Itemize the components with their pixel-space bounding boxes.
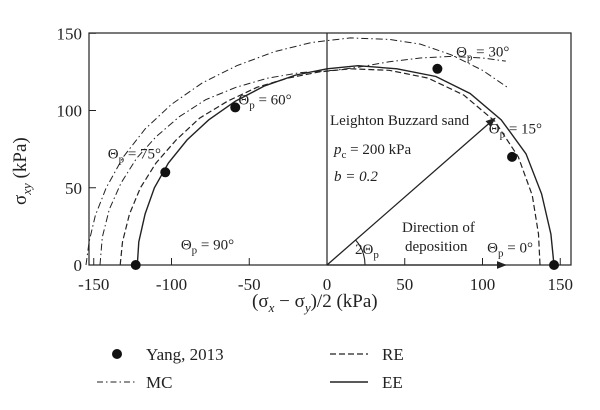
- y-tick-label: 100: [57, 102, 83, 121]
- series-line-mc: [99, 55, 506, 266]
- annotation-theta-90: Θp = 90°: [181, 238, 234, 257]
- legend-label-ee: EE: [382, 373, 403, 392]
- annotation-theta-15: Θp = 15°: [489, 122, 542, 141]
- y-tick-label: 150: [57, 24, 83, 43]
- annotation-theta-30: Θp = 30°: [456, 44, 509, 63]
- series-line-ee: [136, 64, 555, 266]
- y-tick-label: 50: [65, 179, 82, 198]
- legend-label-mc: MC: [146, 373, 172, 392]
- x-tick-label: -50: [238, 275, 261, 294]
- legend-marker-yang: [112, 349, 122, 359]
- curves-group: [85, 37, 555, 266]
- series-line-mc-outer: [85, 37, 508, 266]
- x-tick-label: 150: [548, 275, 574, 294]
- annotation-deposition-2: deposition: [405, 239, 468, 255]
- data-point-4: [507, 151, 518, 162]
- y-axis-label: σxy (kPa): [10, 137, 34, 205]
- series-line-re: [119, 68, 541, 266]
- y-tick-label: 0: [74, 256, 83, 275]
- x-tick-label: 0: [323, 275, 332, 294]
- x-tick-label: -100: [156, 275, 187, 294]
- annotation-theta-75: Θp = 75°: [108, 146, 161, 165]
- angle-arc: [355, 239, 366, 266]
- annotation-deposition-1: Direction of: [402, 220, 475, 236]
- annotation-b: b = 0.2: [334, 169, 378, 185]
- data-point-5: [549, 260, 560, 270]
- legend-label-re: RE: [382, 345, 404, 364]
- legend-label-yang: Yang, 2013: [146, 345, 224, 364]
- annotation-theta-0: Θp = 0°: [487, 241, 533, 260]
- data-point-2: [230, 102, 241, 113]
- annotation-material: Leighton Buzzard sand: [330, 113, 470, 129]
- legend: Yang, 2013 MC RE EE: [97, 345, 404, 392]
- data-point-3: [432, 63, 443, 74]
- deposition-arrow: [326, 117, 496, 266]
- ticks-group: -150 -100 -50 0 50 100 150 0 50 100 150: [57, 24, 574, 294]
- x-axis-label: (σx − σy)/2 (kPa): [252, 291, 378, 315]
- data-point-1: [160, 167, 171, 178]
- x-tick-label: -150: [78, 275, 109, 294]
- annotation-pc: pc = 200 kPa: [333, 142, 411, 161]
- annotation-two-theta: 2Θp: [355, 242, 379, 261]
- x-tick-label: 50: [396, 275, 413, 294]
- annotation-theta-60: Θp = 60°: [238, 92, 291, 111]
- data-point-0: [130, 260, 141, 270]
- markers-group: [130, 63, 560, 270]
- x-tick-label: 100: [470, 275, 496, 294]
